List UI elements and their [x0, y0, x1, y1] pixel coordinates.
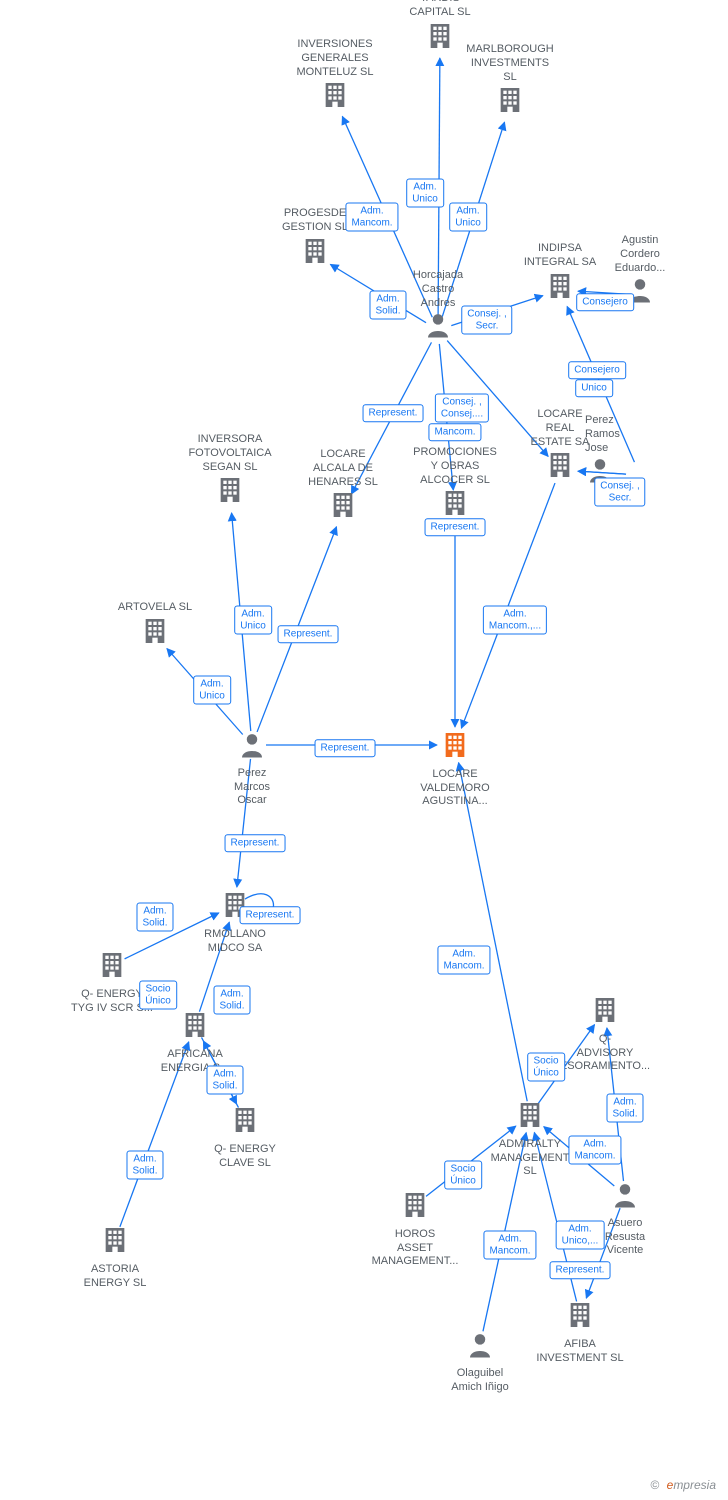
- building-icon: [179, 1009, 211, 1046]
- node-label: LOCAREALCALA DEHENARES SL: [288, 448, 398, 489]
- edge-label: Consej. , Secr.: [594, 478, 645, 507]
- building-icon: [319, 79, 351, 116]
- node-label: HOROSASSETMANAGEMENT...: [360, 1228, 470, 1269]
- building-icon: [214, 474, 246, 511]
- node-label: INVERSIONESGENERALESMONTELUZ SL: [280, 38, 390, 79]
- edge-label: Represent.: [425, 518, 486, 536]
- diagram-canvas: TARDISCAPITAL SL INVERSIONESGENERALESMON…: [0, 0, 728, 1500]
- node-label: Q-ADVISORYESORAMIENTO...: [550, 1033, 660, 1074]
- node-locare_vald[interactable]: LOCAREVALDEMOROAGUSTINA...: [400, 729, 510, 809]
- building-icon: [544, 270, 576, 307]
- edge-label: Adm. Unico: [449, 203, 487, 232]
- node-label: RMOLLANOMIDCO SA: [180, 928, 290, 956]
- edge-label: Adm. Unico: [193, 676, 231, 705]
- edge-label: Represent.: [363, 404, 424, 422]
- edge-label: Consejero: [576, 293, 634, 311]
- edge-label: Socio Único: [527, 1053, 565, 1082]
- edge-label: Represent.: [315, 739, 376, 757]
- node-label: LOCAREREALESTATE SA: [505, 408, 615, 449]
- node-marlborough[interactable]: MARLBOROUGHINVESTMENTSSL: [455, 43, 565, 123]
- building-icon: [139, 615, 171, 652]
- building-icon: [96, 949, 128, 986]
- building-icon: [424, 20, 456, 57]
- footer-attribution: © empresia: [650, 1478, 716, 1492]
- copyright-symbol: ©: [650, 1478, 659, 1492]
- edge-label: Mancom.: [428, 423, 481, 441]
- edge-label: Consej. , Secr.: [461, 306, 512, 335]
- node-label: AFIBAINVESTMENT SL: [525, 1338, 635, 1366]
- node-label: ARTOVELA SL: [100, 601, 210, 615]
- building-icon: [327, 489, 359, 526]
- node-olaguibel[interactable]: OlaguibelAmich Iñigo: [425, 1330, 535, 1394]
- edge-label: Adm. Mancom.: [568, 1136, 621, 1165]
- node-inversora[interactable]: INVERSORAFOTOVOLTAICASEGAN SL: [175, 433, 285, 513]
- edge-label: Adm. Solid.: [606, 1094, 643, 1123]
- node-qenergy_clave[interactable]: Q- ENERGYCLAVE SL: [190, 1104, 300, 1170]
- person-icon: [237, 730, 267, 765]
- building-icon: [99, 1224, 131, 1261]
- building-icon: [439, 729, 471, 766]
- building-icon: [514, 1099, 546, 1136]
- node-locare_alcala[interactable]: LOCAREALCALA DEHENARES SL: [288, 448, 398, 528]
- edge-label: Represent.: [225, 834, 286, 852]
- edge-label: Socio Único: [444, 1161, 482, 1190]
- node-promociones[interactable]: PROMOCIONESY OBRASALCOCER SL: [400, 446, 510, 526]
- node-label: ASTORIAENERGY SL: [60, 1263, 170, 1291]
- edge-label: Represent.: [550, 1261, 611, 1279]
- node-afiba[interactable]: AFIBAINVESTMENT SL: [525, 1299, 635, 1365]
- building-icon: [299, 235, 331, 272]
- node-horos[interactable]: HOROSASSETMANAGEMENT...: [360, 1189, 470, 1269]
- node-label: PerezMarcosOscar: [197, 767, 307, 808]
- edge-label: Adm. Mancom.: [437, 946, 490, 975]
- node-label: Q- ENERGYCLAVE SL: [190, 1143, 300, 1171]
- building-icon: [544, 449, 576, 486]
- person-icon: [465, 1330, 495, 1365]
- edge-label: Adm. Mancom.: [345, 203, 398, 232]
- node-perezmarcos[interactable]: PerezMarcosOscar: [197, 730, 307, 808]
- edge-label: Adm. Unico: [234, 606, 272, 635]
- edge-label: Adm. Solid.: [206, 1066, 243, 1095]
- edge-label: Adm. Solid.: [369, 291, 406, 320]
- edge-label: Adm. Mancom.: [483, 1231, 536, 1260]
- node-label: LOCAREVALDEMOROAGUSTINA...: [400, 768, 510, 809]
- node-label: TARDISCAPITAL SL: [385, 0, 495, 20]
- brand-logo: empresia: [667, 1478, 716, 1492]
- node-label: AgustinCorderoEduardo...: [585, 234, 695, 275]
- node-label: PROMOCIONESY OBRASALCOCER SL: [400, 446, 510, 487]
- edge-label: Adm. Unico,...: [556, 1221, 605, 1250]
- edge-label: Represent.: [278, 625, 339, 643]
- node-label: OlaguibelAmich Iñigo: [425, 1367, 535, 1395]
- edge-label: Unico: [575, 379, 613, 397]
- node-artovela[interactable]: ARTOVELA SL: [100, 601, 210, 654]
- building-icon: [229, 1104, 261, 1141]
- edge-label: Adm. Mancom.,...: [483, 606, 547, 635]
- edge-label: Adm. Solid.: [213, 986, 250, 1015]
- building-icon: [494, 84, 526, 121]
- building-icon: [564, 1299, 596, 1336]
- person-icon: [423, 310, 453, 345]
- edge-label: Adm. Solid.: [136, 903, 173, 932]
- building-icon: [589, 994, 621, 1031]
- person-icon: [610, 1180, 640, 1215]
- edge-label: Consejero: [568, 361, 626, 379]
- node-astoria[interactable]: ASTORIAENERGY SL: [60, 1224, 170, 1290]
- node-qadvisory[interactable]: Q-ADVISORYESORAMIENTO...: [550, 994, 660, 1074]
- edge-label: Socio Único: [139, 981, 177, 1010]
- node-inversiones[interactable]: INVERSIONESGENERALESMONTELUZ SL: [280, 38, 390, 118]
- building-icon: [399, 1189, 431, 1226]
- edge-label: Represent.: [240, 906, 301, 924]
- node-locare_re[interactable]: LOCAREREALESTATE SA: [505, 408, 615, 488]
- node-label: MARLBOROUGHINVESTMENTSSL: [455, 43, 565, 84]
- edge-label: Adm. Unico: [406, 179, 444, 208]
- edge-label: Adm. Solid.: [126, 1151, 163, 1180]
- node-label: INVERSORAFOTOVOLTAICASEGAN SL: [175, 433, 285, 474]
- edge-label: Consej. , Consej....: [435, 394, 489, 423]
